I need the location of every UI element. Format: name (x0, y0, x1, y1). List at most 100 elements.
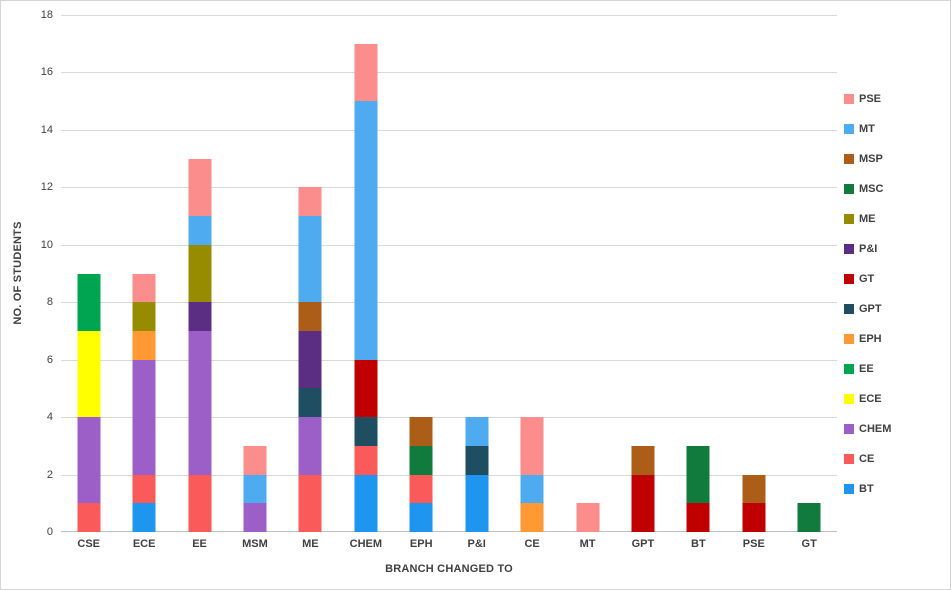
bar-segment-MSP[interactable] (298, 302, 322, 331)
bar-segment-BT[interactable] (409, 503, 433, 532)
bar-segment-MSP[interactable] (409, 417, 433, 446)
legend-item-EE[interactable]: EE (844, 361, 891, 377)
x-axis-category-label: PSE (742, 538, 765, 550)
bar-segment-ECE[interactable] (77, 330, 101, 418)
bar-segment-P&I[interactable] (188, 302, 212, 331)
legend-swatch-icon (844, 94, 854, 104)
bar-segment-PSE[interactable] (243, 445, 267, 475)
bar-segment-MT[interactable] (465, 417, 489, 446)
legend-item-CE[interactable]: CE (844, 451, 891, 467)
bar-segment-PSE[interactable] (298, 187, 322, 217)
legend-label: MSP (859, 153, 883, 165)
legend-item-BT[interactable]: BT (844, 481, 891, 497)
legend-swatch-icon (844, 334, 854, 344)
bar-segment-PSE[interactable] (520, 417, 544, 475)
legend-swatch-icon (844, 214, 854, 224)
bar-segment-EE[interactable] (77, 273, 101, 331)
legend: PSE MT MSP MSC ME P&I GT GPT EPH EE ECE CHEM CE BT (844, 91, 891, 497)
legend-swatch-icon (844, 364, 854, 374)
legend-item-CHEM[interactable]: CHEM (844, 421, 891, 437)
bar-segment-GT[interactable] (742, 503, 766, 532)
stacked-bar-GT[interactable] (797, 503, 821, 532)
bar-segment-P&I[interactable] (298, 330, 322, 389)
bar-segment-CHEM[interactable] (188, 330, 212, 475)
bar-segment-CE[interactable] (354, 445, 378, 475)
bar-segment-CHEM[interactable] (77, 417, 101, 504)
bar-segment-CE[interactable] (132, 474, 156, 504)
bar-segment-CE[interactable] (77, 503, 101, 532)
legend-item-GT[interactable]: GT (844, 271, 891, 287)
stacked-bar-ME[interactable] (298, 187, 322, 532)
legend-item-MSP[interactable]: MSP (844, 151, 891, 167)
stacked-bar-CHEM[interactable] (354, 43, 378, 532)
bar-segment-CHEM[interactable] (132, 359, 156, 475)
bar-segment-BT[interactable] (354, 474, 378, 532)
bar-segment-MSP[interactable] (742, 474, 766, 504)
bar-segment-MT[interactable] (520, 474, 544, 504)
gridline (61, 15, 837, 16)
stacked-bar-MSM[interactable] (243, 445, 267, 532)
bar-segment-CE[interactable] (298, 474, 322, 532)
stacked-bar-MT[interactable] (576, 503, 599, 532)
y-axis-tick-label: 12 (40, 181, 53, 194)
y-axis-tick-label: 0 (46, 526, 53, 538)
stacked-bar-GPT[interactable] (631, 445, 655, 532)
stacked-bar-CSE[interactable] (77, 273, 101, 532)
gridline (61, 302, 837, 304)
bar-segment-GPT[interactable] (465, 445, 489, 475)
bar-segment-GPT[interactable] (354, 417, 378, 446)
bar-segment-BT[interactable] (132, 503, 156, 532)
bar-segment-MT[interactable] (354, 101, 378, 360)
bar-segment-MSC[interactable] (686, 445, 710, 504)
bar-segment-CHEM[interactable] (298, 417, 322, 475)
bar-segment-GT[interactable] (631, 474, 655, 532)
bar-segment-MT[interactable] (298, 216, 322, 303)
stacked-bar-ECE[interactable] (132, 273, 156, 532)
bar-segment-GPT[interactable] (298, 388, 322, 418)
stacked-bar-PSE[interactable] (742, 474, 766, 532)
bar-segment-MT[interactable] (243, 474, 267, 504)
bar-segment-BT[interactable] (465, 474, 489, 532)
bar-segment-MSC[interactable] (409, 445, 433, 475)
stacked-bar-EE[interactable] (188, 158, 212, 532)
legend-item-EPH[interactable]: EPH (844, 331, 891, 347)
y-axis-tick-label: 2 (46, 468, 53, 481)
legend-label: GPT (859, 303, 882, 315)
bar-slot: ECE (116, 15, 171, 550)
legend-item-P&I[interactable]: P&I (844, 241, 891, 257)
bar-segment-GT[interactable] (354, 359, 378, 418)
bar-segment-EPH[interactable] (520, 503, 544, 532)
y-axis-tick-label: 8 (46, 296, 53, 309)
bar-segment-MT[interactable] (188, 216, 212, 245)
bar-segment-PSE[interactable] (188, 158, 212, 217)
bar-segment-MSP[interactable] (631, 445, 655, 475)
legend-item-MSC[interactable]: MSC (844, 181, 891, 197)
bar-segment-GT[interactable] (686, 503, 710, 532)
gridline (61, 359, 837, 361)
legend-label: ECE (859, 393, 882, 405)
stacked-bar-BT[interactable] (686, 445, 710, 532)
gridline (61, 187, 837, 189)
legend-item-PSE[interactable]: PSE (844, 91, 891, 107)
legend-item-ME[interactable]: ME (844, 211, 891, 227)
bar-segment-ME[interactable] (188, 244, 212, 303)
legend-item-ECE[interactable]: ECE (844, 391, 891, 407)
bar-segment-MSC[interactable] (797, 503, 821, 532)
legend-item-MT[interactable]: MT (844, 121, 891, 137)
bar-segment-CE[interactable] (409, 474, 433, 504)
stacked-bar-CE[interactable] (520, 417, 544, 532)
bar-segment-CHEM[interactable] (243, 503, 267, 532)
bar-segment-PSE[interactable] (354, 43, 378, 102)
y-axis-tick-label: 14 (40, 123, 53, 136)
bar-segment-CE[interactable] (188, 474, 212, 532)
stacked-bar-P&I[interactable] (465, 417, 489, 532)
legend-item-GPT[interactable]: GPT (844, 301, 891, 317)
bar-segment-PSE[interactable] (576, 503, 599, 532)
bar-segment-EPH[interactable] (132, 330, 156, 360)
legend-swatch-icon (844, 394, 854, 404)
legend-label: CE (859, 453, 875, 465)
stacked-bar-EPH[interactable] (409, 417, 433, 532)
legend-label: MSC (859, 183, 884, 195)
bar-segment-ME[interactable] (132, 302, 156, 331)
bar-segment-PSE[interactable] (132, 273, 156, 303)
